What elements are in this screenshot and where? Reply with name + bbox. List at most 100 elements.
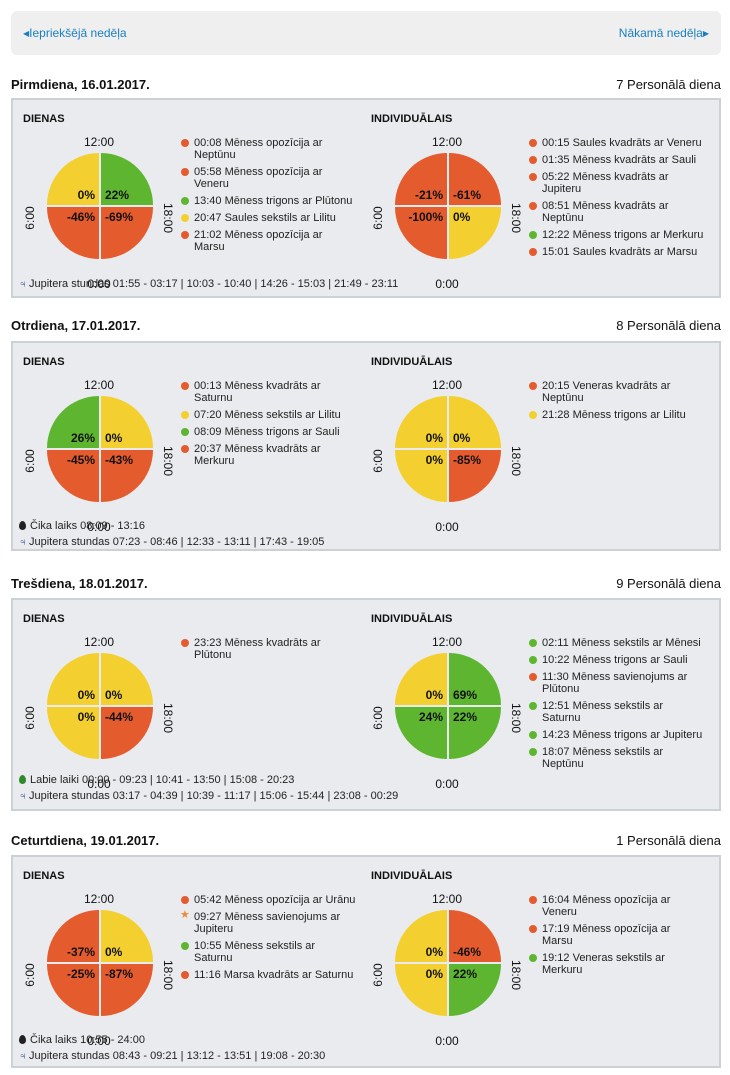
hour-12-label: 12:00 <box>83 635 115 649</box>
individual-title: INDIVIDUĀLAIS <box>371 356 453 368</box>
day-date: Ceturtdiena, 19.01.2017. <box>11 832 160 848</box>
status-dot-icon <box>181 139 189 147</box>
event-item: 21:28 Mēness trigons ar Lilitu <box>529 409 704 421</box>
status-dot-icon <box>181 896 189 904</box>
status-dot-icon <box>529 702 537 710</box>
prev-week-link[interactable]: ◀Iepriekšējā nedēļa <box>23 26 127 40</box>
hour-0-label: 0:00 <box>87 1034 111 1048</box>
quadrant-tr: 0% <box>449 396 501 448</box>
individual-title: INDIVIDUĀLAIS <box>371 870 453 882</box>
quadrant-value: 0% <box>425 688 443 702</box>
quadrant-bl: -100% <box>395 207 447 259</box>
quadrant-tr: -46% <box>449 910 501 962</box>
quadrant-bl: -46% <box>47 207 99 259</box>
footer-text: Čika laiks 10:55 - 24:00 <box>30 1034 145 1046</box>
personal-day: 9 Personālā diena <box>616 575 721 591</box>
status-dot-icon <box>181 214 189 222</box>
quadrant-value: 22% <box>453 967 478 981</box>
event-text: 00:08 Mēness opozīcija ar Neptūnu <box>194 137 323 161</box>
event-text: 05:42 Mēness opozīcija ar Urānu <box>194 894 356 906</box>
hour-18-label: 18:00 <box>161 203 175 234</box>
event-text: 15:01 Saules kvadrāts ar Marsu <box>542 246 698 258</box>
jupiter-icon: ♃ <box>19 791 27 802</box>
hour-6-label: 6:00 <box>23 963 37 987</box>
status-dot-icon <box>181 428 189 436</box>
footer-line: Labie laiki 00:00 - 09:23 | 10:41 - 13:5… <box>19 774 294 786</box>
dienas-title: DIENAS <box>23 113 65 125</box>
footer-line: Čika laiks 08:09 - 13:16 <box>19 520 145 532</box>
clock-chart: 12:00 0:00 6:00 18:00 0% 69% 24% 22% <box>367 635 527 791</box>
event-item: 08:09 Mēness trigons ar Sauli <box>181 426 356 438</box>
event-text: 14:23 Mēness trigons ar Jupiteru <box>542 729 703 741</box>
hour-12-label: 12:00 <box>431 892 463 906</box>
clock-chart: 12:00 0:00 6:00 18:00 0% 0% 0% -85% <box>367 378 527 534</box>
quadrant-value: 0% <box>105 688 123 702</box>
quadrant-value: 24% <box>418 710 443 724</box>
quadrant-tr: 0% <box>101 653 153 705</box>
quadrant-value: 22% <box>105 188 130 202</box>
event-text: 07:20 Mēness sekstils ar Lilitu <box>194 409 341 421</box>
quadrant-br: -69% <box>101 207 153 259</box>
event-text: 23:23 Mēness kvadrāts ar Plūtonu <box>194 637 321 661</box>
individual-title: INDIVIDUĀLAIS <box>371 613 453 625</box>
clock-chart: 12:00 0:00 6:00 18:00 -21% -61% -100% 0% <box>367 135 527 291</box>
day-header: Otrdiena, 17.01.2017. 8 Personālā diena <box>11 316 721 334</box>
hour-0-label: 0:00 <box>87 520 111 534</box>
personal-day: 7 Personālā diena <box>616 76 721 92</box>
event-text: 19:12 Veneras sekstils ar Merkuru <box>542 952 665 976</box>
event-item: 18:07 Mēness sekstils ar Neptūnu <box>529 746 704 770</box>
day-card: DIENAS INDIVIDUĀLAIS 12:00 0:00 6:00 18:00 26%… <box>11 341 721 551</box>
status-dot-icon <box>529 248 537 256</box>
footer-line: ♃ Jupitera stundas 01:55 - 03:17 | 10:03 … <box>19 278 398 290</box>
hour-18-label: 18:00 <box>509 203 523 234</box>
quadrant-value: 0% <box>453 210 471 224</box>
quadrant-value: -61% <box>453 188 482 202</box>
event-item: 00:15 Saules kvadrāts ar Veneru <box>529 137 704 149</box>
hour-0-label: 0:00 <box>87 277 111 291</box>
event-text: 09:27 Mēness savienojums ar Jupiteru <box>194 911 341 935</box>
status-dot-icon <box>529 173 537 181</box>
quadrant-tr: 69% <box>449 653 501 705</box>
hour-12-label: 12:00 <box>431 635 463 649</box>
event-text: 00:13 Mēness kvadrāts ar Saturnu <box>194 380 321 404</box>
quadrant-value: -44% <box>105 710 134 724</box>
quadrant-br: 22% <box>449 707 501 759</box>
dienas-title: DIENAS <box>23 356 65 368</box>
quadrant-bl: -25% <box>47 964 99 1016</box>
footer-line: ♃ Jupitera stundas 08:43 - 09:21 | 13:12 … <box>19 1050 325 1062</box>
hour-18-label: 18:00 <box>509 703 523 734</box>
event-text: 11:30 Mēness savienojums ar Plūtonu <box>542 671 688 695</box>
quadrant-bl: 0% <box>395 450 447 502</box>
status-dot-icon <box>529 382 537 390</box>
day-date: Pirmdiena, 16.01.2017. <box>11 76 150 92</box>
quadrant-value: -25% <box>66 967 95 981</box>
event-item: 08:51 Mēness kvadrāts ar Neptūnu <box>529 200 704 224</box>
hour-0-label: 0:00 <box>435 277 459 291</box>
quadrant-value: 0% <box>425 967 443 981</box>
clock-chart: 12:00 0:00 6:00 18:00 26% 0% -45% -43% <box>19 378 179 534</box>
event-item: 16:04 Mēness opozīcija ar Veneru <box>529 894 704 918</box>
event-text: 20:47 Saules sekstils ar Lilitu <box>194 212 336 224</box>
quadrant-bl: 0% <box>395 964 447 1016</box>
hour-18-label: 18:00 <box>161 446 175 477</box>
event-text: 21:28 Mēness trigons ar Lilitu <box>542 409 686 421</box>
event-item: 20:47 Saules sekstils ar Lilitu <box>181 212 356 224</box>
event-item: 12:22 Mēness trigons ar Merkuru <box>529 229 704 241</box>
next-week-link[interactable]: Nākamā nedēļa ▶ <box>619 26 709 40</box>
quadrant-bl: 24% <box>395 707 447 759</box>
quadrant-tl: 0% <box>395 910 447 962</box>
hour-6-label: 6:00 <box>371 206 385 230</box>
status-dot-icon <box>529 673 537 681</box>
hour-12-label: 12:00 <box>83 892 115 906</box>
event-item: 13:40 Mēness trigons ar Plūtonu <box>181 195 356 207</box>
quadrant-bl: -45% <box>47 450 99 502</box>
green-drop-icon <box>19 775 26 784</box>
quadrant-tl: 0% <box>47 153 99 205</box>
hour-6-label: 6:00 <box>371 449 385 473</box>
hour-6-label: 6:00 <box>371 706 385 730</box>
event-text: 08:09 Mēness trigons ar Sauli <box>194 426 340 438</box>
status-dot-icon <box>181 382 189 390</box>
events-list: 00:15 Saules kvadrāts ar Veneru 01:35 Mēn… <box>529 137 704 263</box>
status-dot-icon <box>529 411 537 419</box>
quadrant-value: 26% <box>70 431 95 445</box>
